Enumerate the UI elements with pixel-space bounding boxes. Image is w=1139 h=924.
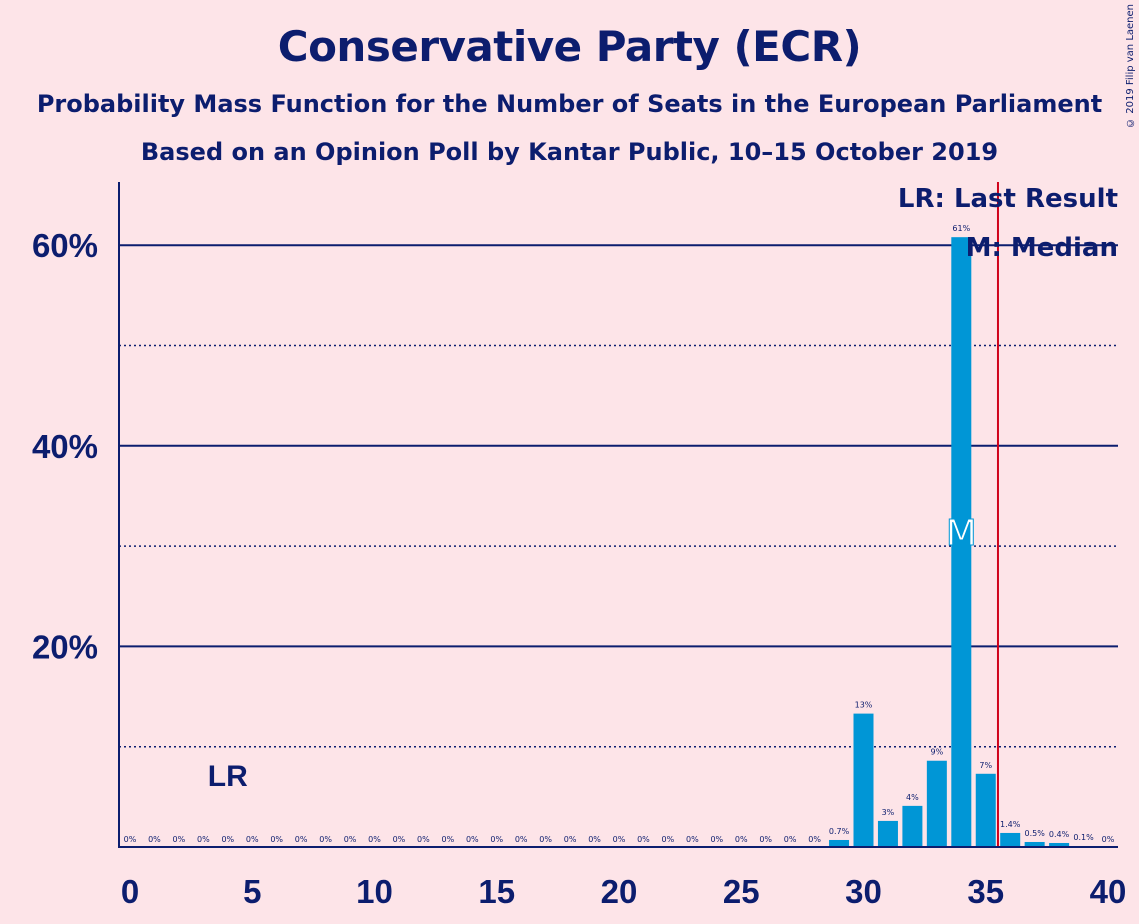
- chart-source: Based on an Opinion Poll by Kantar Publi…: [140, 138, 999, 166]
- bar: [1049, 842, 1070, 847]
- bar-value-label: 0%: [441, 835, 454, 844]
- bar-value-label: 0%: [564, 835, 577, 844]
- bar-value-label: 3%: [882, 808, 895, 817]
- x-tick-label: 25: [723, 873, 760, 910]
- bar-value-label: 0%: [344, 835, 357, 844]
- bar-value-label: 9%: [930, 748, 943, 757]
- bar-value-label: 0%: [1102, 835, 1115, 844]
- bar-value-label: 0%: [515, 835, 528, 844]
- bar-value-label: 0%: [124, 835, 137, 844]
- legend-median: M: Median: [965, 233, 1118, 263]
- bar-value-label: 0.4%: [1049, 830, 1070, 839]
- bar-value-label: 1.4%: [1000, 820, 1021, 829]
- bar-value-label: 0%: [613, 835, 626, 844]
- bar-value-label: 0%: [221, 835, 234, 844]
- bar: [951, 237, 972, 847]
- bar-value-label: 0%: [662, 835, 675, 844]
- bar-value-label: 0%: [270, 835, 283, 844]
- last-result-label: LR: [208, 760, 248, 793]
- bar-value-label: 0%: [490, 835, 503, 844]
- bar: [1000, 832, 1021, 847]
- bar-value-label: 0%: [173, 835, 186, 844]
- bar-value-label: 13%: [855, 701, 873, 710]
- bar: [926, 760, 947, 847]
- bar-value-label: 0.1%: [1073, 833, 1094, 842]
- x-tick-label: 30: [845, 873, 882, 910]
- chart-subtitle: Probability Mass Function for the Number…: [36, 90, 1103, 118]
- bar: [877, 820, 898, 847]
- legend-last-result: LR: Last Result: [897, 184, 1118, 214]
- bar-value-label: 0%: [466, 835, 479, 844]
- bar-value-label: 4%: [906, 793, 919, 802]
- x-tick-label: 5: [243, 873, 261, 910]
- bar-value-label: 0%: [637, 835, 650, 844]
- bar-value-label: 0%: [539, 835, 552, 844]
- bar: [853, 713, 874, 847]
- bar-value-label: 7%: [979, 761, 992, 770]
- bar-value-label: 0%: [148, 835, 161, 844]
- y-tick-label: 20%: [32, 628, 98, 665]
- bar-value-label: 0.7%: [829, 827, 850, 836]
- x-tick-label: 20: [601, 873, 638, 910]
- median-marker: M: [946, 513, 977, 554]
- bar-value-label: 0%: [808, 835, 821, 844]
- bar: [902, 805, 923, 847]
- bar-value-label: 0%: [319, 835, 332, 844]
- bar-value-label: 0%: [197, 835, 210, 844]
- x-tick-label: 40: [1090, 873, 1127, 910]
- bar-value-label: 0%: [368, 835, 381, 844]
- bar: [1024, 841, 1045, 847]
- bar-value-label: 0%: [710, 835, 723, 844]
- bar-value-label: 0%: [393, 835, 406, 844]
- bar-value-label: 0%: [417, 835, 430, 844]
- bar-value-label: 0%: [759, 835, 772, 844]
- bar: [975, 773, 996, 847]
- chart-title: Conservative Party (ECR): [277, 22, 862, 71]
- bar-value-label: 0%: [295, 835, 308, 844]
- bar-value-label: 0%: [735, 835, 748, 844]
- bar: [829, 839, 850, 847]
- x-tick-label: 10: [356, 873, 393, 910]
- bar-value-label: 0%: [784, 835, 797, 844]
- x-tick-label: 15: [478, 873, 515, 910]
- x-tick-label: 35: [967, 873, 1004, 910]
- x-tick-label: 0: [121, 873, 139, 910]
- bar-value-label: 0.5%: [1024, 829, 1045, 838]
- bar-value-label: 0%: [588, 835, 601, 844]
- bar-value-label: 0%: [246, 835, 259, 844]
- y-tick-label: 40%: [32, 428, 98, 465]
- y-tick-label: 60%: [32, 227, 98, 264]
- bar-value-label: 0%: [686, 835, 699, 844]
- bar-value-label: 61%: [952, 224, 970, 233]
